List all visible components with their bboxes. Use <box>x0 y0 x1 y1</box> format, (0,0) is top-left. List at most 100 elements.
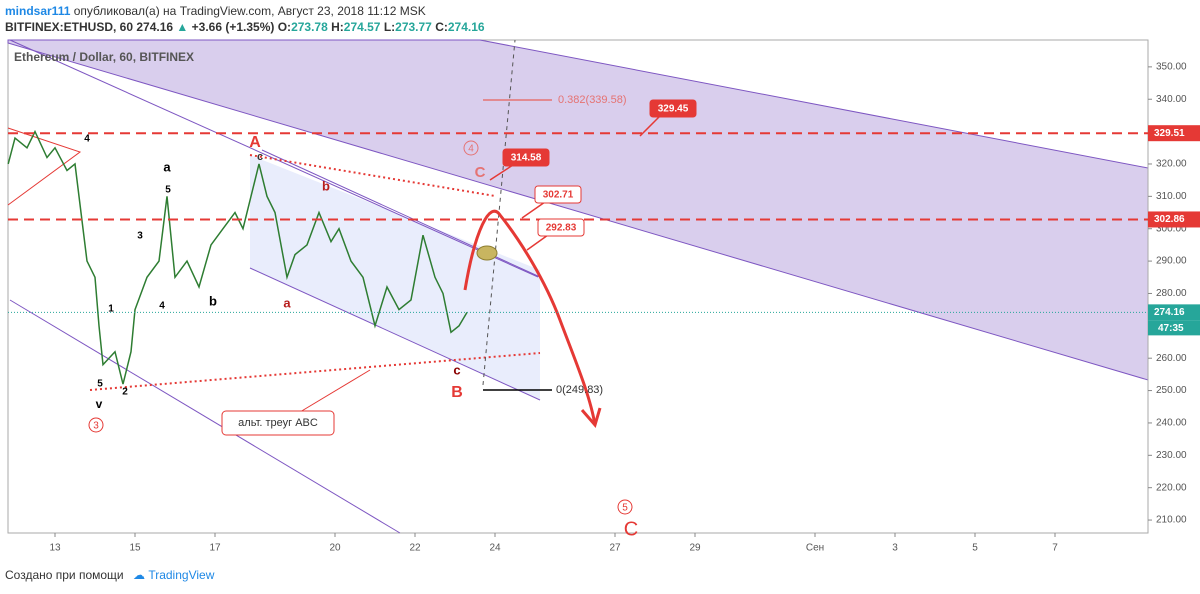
chart-title: Ethereum / Dollar, 60, BITFINEX <box>14 50 194 64</box>
x-tick-label: 3 <box>892 543 898 554</box>
wave-label: a <box>283 295 291 310</box>
x-tick-label: 22 <box>409 543 421 554</box>
callout-label: 314.58 <box>511 153 542 164</box>
o: 273.78 <box>291 20 328 34</box>
footer-text: Создано при помощи <box>5 568 124 582</box>
published: опубликовал(а) на TradingView.com, Авгус… <box>73 4 426 18</box>
wave-label: 2 <box>122 387 128 398</box>
x-tick-label: 29 <box>689 543 701 554</box>
wave-circle <box>88 417 104 433</box>
c: 274.16 <box>447 20 485 34</box>
level-tag-label: 329.51 <box>1154 128 1185 139</box>
y-tick-label: 280.00 <box>1156 288 1187 299</box>
forecast-arrow <box>463 209 597 426</box>
l-label: L: <box>383 20 396 34</box>
y-tick-label: 240.00 <box>1156 418 1187 429</box>
x-tick-label: 5 <box>972 543 978 554</box>
wave-label: 5 <box>97 379 103 390</box>
wave-circle-label: 4 <box>468 144 474 155</box>
o-label: O: <box>277 20 292 34</box>
y-tick-label: 250.00 <box>1156 385 1187 396</box>
callout-pointer <box>489 164 514 181</box>
wave-label: 1 <box>108 304 114 315</box>
y-tick-label: 300.00 <box>1156 223 1187 234</box>
note-box <box>221 410 335 436</box>
h: 274.57 <box>343 20 381 34</box>
dotted-line <box>249 154 496 197</box>
price-line <box>7 129 468 385</box>
level-tag <box>1148 211 1200 228</box>
note: альт. треуг ABC <box>238 417 318 429</box>
callout-pointer <box>639 115 661 137</box>
wave-label: b <box>322 178 330 193</box>
countdown: 47:35 <box>1158 323 1184 334</box>
symbol: BITFINEX:ETHUSD, 60 <box>5 20 134 34</box>
sub-channel <box>250 155 540 400</box>
callout-pointer <box>521 201 546 219</box>
dotted-line <box>89 352 541 391</box>
y-tick-label: 260.00 <box>1156 353 1187 364</box>
x-tick-label: Сен <box>806 543 824 554</box>
level-tag-label: 302.86 <box>1154 214 1185 225</box>
h-label: H: <box>331 20 344 34</box>
wave-label: a <box>163 159 171 174</box>
wave-label: B <box>451 384 463 401</box>
level-tag <box>1148 125 1200 142</box>
dashed-line <box>482 39 516 386</box>
y-tick-label: 340.00 <box>1156 94 1187 105</box>
wave-label: c <box>453 362 460 377</box>
footer: Создано при помощи ☁ TradingView <box>5 568 215 582</box>
author[interactable]: mindsar111 <box>5 4 71 18</box>
callout-box <box>502 148 550 167</box>
y-tick-label: 350.00 <box>1156 62 1187 73</box>
wave-label: v <box>96 397 103 411</box>
callout-box <box>649 99 697 118</box>
x-tick-label: 27 <box>609 543 621 554</box>
wave-label: b <box>209 293 217 308</box>
header: mindsar111 опубликовал(а) на TradingView… <box>5 4 485 34</box>
change: +3.66 (+1.35%) <box>191 20 275 34</box>
callout-label: 329.45 <box>658 104 689 115</box>
y-tick-label: 210.00 <box>1156 515 1187 526</box>
callout-box <box>534 185 582 204</box>
trend-line <box>249 267 541 401</box>
x-tick-label: 17 <box>209 543 221 554</box>
y-tick-label: 220.00 <box>1156 482 1187 493</box>
wave-label: 5 <box>165 185 171 196</box>
x-tick-label: 13 <box>49 543 61 554</box>
y-tick-label: 320.00 <box>1156 159 1187 170</box>
wave-circle-label: 3 <box>93 421 99 432</box>
wave-label: C <box>475 164 486 181</box>
trend-line <box>9 299 401 534</box>
x-tick-label: 24 <box>489 543 501 554</box>
wave-label: 3 <box>137 231 143 242</box>
countdown-tag <box>1148 320 1200 336</box>
wave-circle <box>617 499 633 515</box>
big-wave-label: C <box>624 518 638 540</box>
wave-label: 4 <box>159 301 165 312</box>
callout-label: 292.83 <box>546 223 577 234</box>
l: 273.77 <box>395 20 432 34</box>
wave-label: c <box>257 151 263 163</box>
callout-label: 302.71 <box>543 190 574 201</box>
callout-pointer <box>526 234 549 251</box>
y-tick-label: 290.00 <box>1156 256 1187 267</box>
callout-box <box>537 218 585 237</box>
y-tick-label: 310.00 <box>1156 191 1187 202</box>
wave-circle-label: 5 <box>622 503 628 514</box>
x-tick-label: 20 <box>329 543 341 554</box>
price-tag <box>1148 304 1200 321</box>
brand[interactable]: TradingView <box>148 568 215 582</box>
x-tick-label: 15 <box>129 543 141 554</box>
wave-label: A <box>249 134 261 151</box>
x-tick-label: 7 <box>1052 543 1058 554</box>
marker <box>476 245 498 261</box>
triangle <box>7 127 82 206</box>
wave-circle <box>463 140 479 156</box>
price-tag-label: 274.16 <box>1154 307 1185 318</box>
trend-line <box>9 39 539 278</box>
y-tick-label: 230.00 <box>1156 450 1187 461</box>
wave-label: 4 <box>84 134 90 145</box>
c-label: C: <box>435 20 448 34</box>
